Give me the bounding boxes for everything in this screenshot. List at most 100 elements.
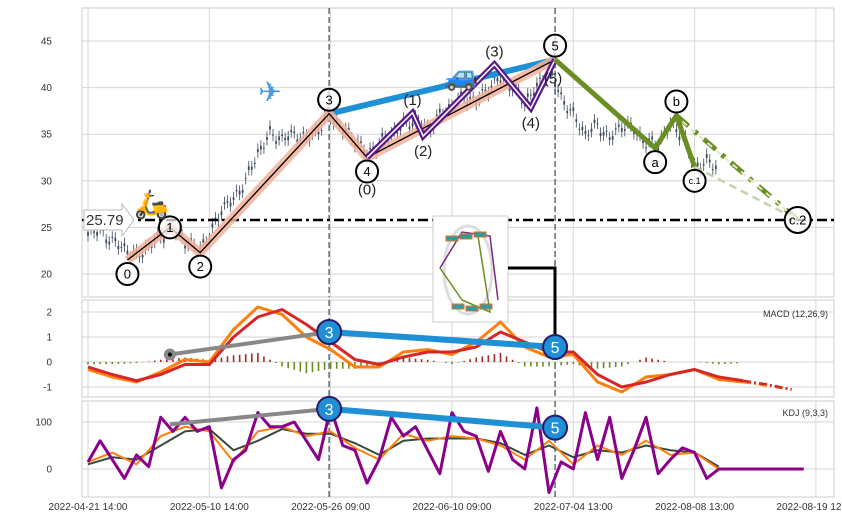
price-candle-body	[253, 162, 256, 164]
macd-histogram-bar	[523, 362, 526, 367]
y-tick-label: 0	[46, 465, 52, 476]
divergence-marker-circle	[542, 334, 569, 360]
price-candle-body	[87, 232, 89, 236]
price-candle-body	[232, 197, 235, 200]
y-tick-label: -1	[43, 383, 52, 394]
price-candle-body	[244, 178, 247, 180]
macd-histogram-bar	[705, 362, 708, 364]
price-candle-body	[302, 132, 305, 134]
macd-histogram-bar	[166, 359, 168, 362]
macd-histogram-bar	[220, 357, 223, 362]
sub-wave-label: (4)	[522, 115, 540, 132]
wave-label: 1	[166, 220, 173, 235]
macd-histogram-bar	[214, 358, 217, 362]
macd-histogram-bar	[420, 359, 423, 362]
macd-histogram-bar	[93, 362, 95, 365]
price-candle-body	[578, 128, 581, 130]
y-tick-label: 100	[35, 418, 52, 429]
price-candle-body	[708, 159, 711, 163]
macd-histogram-bar	[366, 362, 368, 367]
price-candle-body	[256, 149, 259, 153]
price-candle-body	[272, 134, 274, 136]
macd-histogram-bar	[129, 362, 132, 364]
inset-cart	[459, 233, 473, 240]
x-tick-label: 2022-07-04 13:00	[534, 502, 613, 513]
macd-histogram-bar	[663, 360, 666, 362]
macd-histogram-bar	[711, 362, 714, 364]
price-candle-body	[645, 147, 647, 149]
wave-label-circle	[643, 150, 668, 175]
price-candle-body	[162, 239, 165, 243]
price-candle-body	[569, 109, 572, 111]
price-candle-body	[287, 136, 290, 141]
macd-series-signal	[87, 308, 744, 389]
price-candle-body	[360, 141, 362, 144]
price-candle-body	[602, 131, 605, 136]
price-candle-body	[529, 94, 532, 96]
inset-connector	[508, 266, 557, 345]
rollercoaster-inset-image	[432, 215, 509, 323]
macd-histogram-bar	[639, 359, 641, 362]
price-candle-body	[217, 219, 220, 222]
macd-histogram-bar	[257, 353, 259, 362]
y-tick-label: 20	[41, 270, 53, 281]
inset-loop	[442, 224, 494, 316]
macd-histogram-bar	[281, 362, 283, 367]
wave-label-circle	[543, 33, 568, 58]
price-candle-body	[633, 131, 635, 134]
macd-histogram-bar	[548, 362, 550, 367]
trend-line	[328, 56, 556, 117]
price-candle-body	[554, 83, 556, 87]
y-tick-label: 2	[46, 308, 52, 319]
macd-histogram-bar	[117, 362, 120, 364]
price-candle-body	[620, 128, 623, 132]
price-candle-body	[223, 202, 226, 205]
price-candle-body	[396, 132, 399, 134]
macd-histogram-bar	[511, 359, 514, 362]
price-candle-body	[584, 130, 587, 134]
macd-histogram-bar	[614, 362, 617, 368]
macd-histogram-bar	[736, 362, 738, 364]
wave-label: 3	[326, 92, 333, 107]
price-candle-body	[608, 137, 611, 140]
chart-marks	[82, 55, 834, 494]
wave-label-circle	[115, 262, 140, 287]
y-tick-label: 25	[41, 223, 53, 234]
macd-histogram-bar	[493, 354, 496, 362]
price-candle-body	[399, 127, 402, 131]
price-candle-body	[229, 202, 232, 207]
macd-histogram-bar	[226, 356, 229, 362]
macd-histogram-bar	[299, 362, 302, 372]
macd-histogram-bar	[335, 362, 338, 369]
price-candle-body	[296, 139, 299, 144]
macd-histogram-bar	[87, 362, 89, 365]
macd-histogram-bar	[517, 362, 520, 364]
price-candle-body	[320, 129, 323, 131]
price-candle-body	[281, 134, 284, 137]
price-candle-body	[247, 166, 250, 170]
macd-histogram-bar	[487, 355, 490, 362]
macd-histogram-bar	[159, 359, 162, 362]
macd-histogram-bar	[651, 358, 653, 362]
price-candle-body	[490, 85, 493, 88]
y-tick-label: 1	[46, 333, 52, 344]
divergence-line-gray	[169, 406, 330, 427]
macd-histogram-bar	[730, 362, 732, 364]
correction-wave-line	[553, 57, 697, 168]
wave-label: a	[652, 155, 660, 170]
price-candle-body	[235, 190, 238, 192]
inset-cart	[465, 305, 479, 312]
macd-histogram-bar	[360, 362, 362, 368]
wave-label-circle	[317, 87, 342, 112]
macd-histogram-bar	[554, 362, 556, 366]
divergence-marker-label: 3	[325, 402, 334, 419]
price-candle-body	[259, 145, 262, 150]
price-candle-body	[93, 231, 95, 233]
price-candle-body	[484, 89, 487, 92]
macd-histogram-bar	[724, 362, 726, 364]
divergence-marker-label: 5	[551, 421, 560, 438]
macd-histogram-bar	[426, 359, 429, 362]
price-candle-body	[438, 108, 441, 113]
macd-histogram-bar	[475, 357, 478, 362]
